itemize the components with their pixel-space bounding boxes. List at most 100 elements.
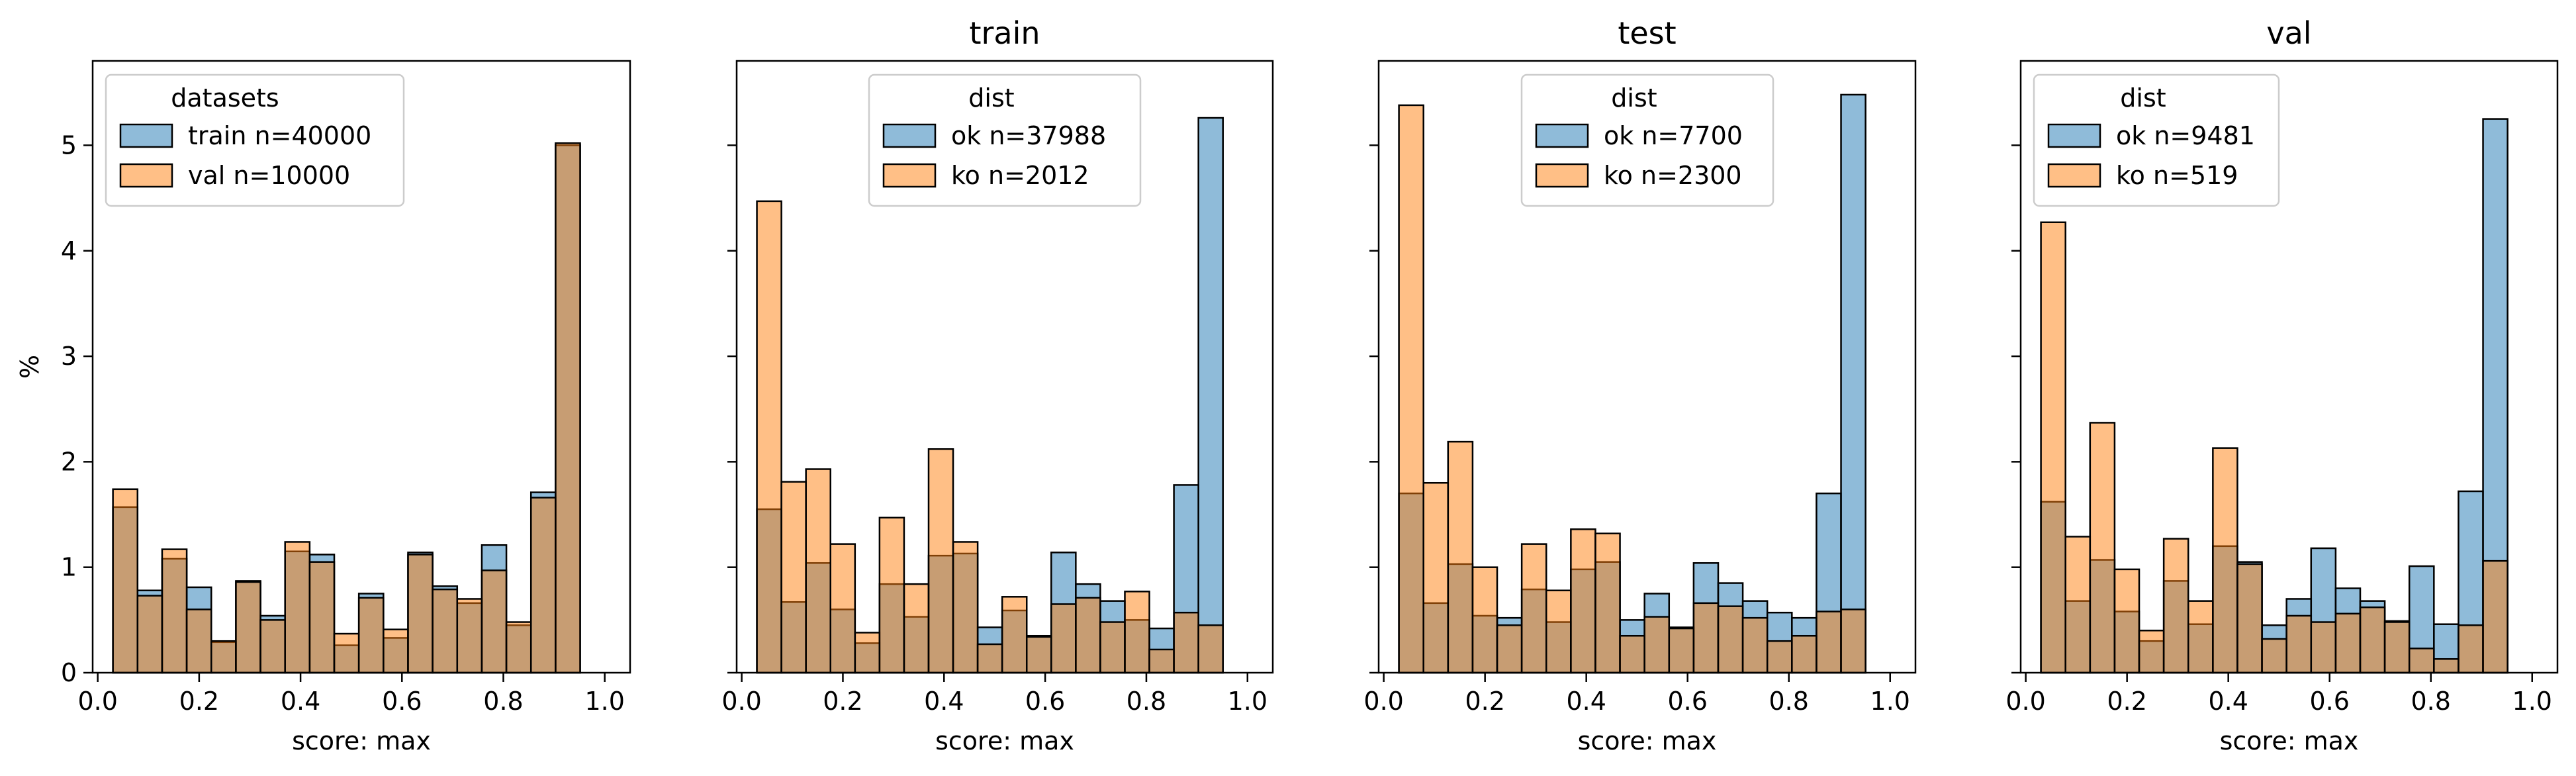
bar-series1-bin-19: [1840, 93, 1866, 674]
panel-title: train: [969, 15, 1040, 51]
bar-series2-bin-7: [2187, 600, 2214, 674]
bar-series2-bin-3: [805, 468, 832, 674]
bar-series2-bin-18: [529, 497, 557, 674]
x-tick-label: 0.2: [179, 687, 219, 716]
bar-series2-bin-13: [2334, 612, 2362, 674]
bar-series2-bin-11: [1643, 616, 1671, 674]
legend: dist ok n=37988 ko n=2012: [868, 73, 1142, 207]
bar-series2-bin-12: [2310, 621, 2337, 674]
y-tick-label: 2: [61, 447, 77, 476]
histogram-panel-4: 0.0 0.2 0.4 0.6 0.8 1.0 score: max val dist ok n=…: [2005, 15, 2559, 755]
y-tick-label: 3: [61, 342, 77, 371]
bar-series2-bin-19: [1197, 624, 1224, 674]
legend-swatch-1: [882, 123, 937, 148]
x-tick-label: 0.6: [2309, 687, 2349, 716]
bar-series2-bin-13: [1692, 602, 1720, 674]
bar-series2-bin-16: [1124, 591, 1150, 674]
bar-series1-bin-19: [1197, 117, 1224, 674]
panel-title: test: [1618, 15, 1676, 51]
legend-title: dist: [1611, 83, 1657, 113]
x-tick-label: 0.0: [2005, 687, 2045, 716]
x-tick-label: 1.0: [1870, 687, 1910, 716]
bar-series2-bin-10: [2261, 638, 2287, 674]
bar-series2-bin-19: [555, 142, 581, 674]
panel-title: val: [2266, 15, 2311, 51]
x-tick-label: 0.6: [382, 687, 422, 716]
histogram-panel-2: 0.0 0.2 0.4 0.6 0.8 1.0 score: max train dist ok …: [721, 15, 1274, 755]
histogram-panel-3: 0.0 0.2 0.4 0.6 0.8 1.0 score: max test dist ok n…: [1363, 15, 1917, 755]
bar-series2-bin-17: [1148, 648, 1175, 674]
bar-series2-bin-12: [1025, 636, 1052, 674]
x-tick-label: 0.8: [1127, 687, 1166, 716]
bar-series2-bin-3: [2089, 422, 2116, 674]
x-tick-label: 0.0: [77, 687, 117, 716]
bar-series2-bin-14: [2359, 606, 2386, 674]
bar-series2-bin-1: [112, 488, 139, 674]
bar-series2-bin-2: [2064, 536, 2092, 674]
bar-series2-bin-17: [2433, 658, 2460, 674]
bar-series2-bin-4: [1471, 566, 1498, 674]
histogram-panel-1: 0.0 0.2 0.4 0.6 0.8 1.0 0 1 2 3 4 5 score: max% datas…: [15, 60, 631, 755]
bar-series2-bin-8: [1570, 528, 1596, 674]
bar-series2-bin-5: [210, 640, 237, 674]
x-axis-label: score: max: [2220, 726, 2359, 755]
legend-entry-1: ok n=37988: [951, 121, 1106, 150]
bar-series2-bin-13: [1050, 603, 1077, 674]
bar-series2-bin-13: [407, 554, 434, 674]
x-tick-label: 0.4: [281, 687, 320, 716]
bar-series2-bin-15: [456, 598, 483, 674]
bar-series2-bin-10: [1619, 634, 1645, 674]
legend-entry-2: ko n=2012: [951, 161, 1089, 190]
plot-frame: [735, 60, 1274, 674]
bar-series2-bin-6: [878, 516, 905, 674]
x-tick-label: 1.0: [1228, 687, 1267, 716]
bar-series2-bin-14: [1075, 597, 1101, 674]
bar-series2-bin-10: [976, 643, 1003, 674]
x-axis-label: score: max: [292, 726, 431, 755]
x-tick-label: 1.0: [2512, 687, 2552, 716]
bar-series2-bin-3: [1447, 440, 1474, 674]
bar-series2-bin-1: [2040, 221, 2066, 674]
bar-series2-bin-4: [185, 608, 212, 674]
legend-entry-1: ok n=9481: [2116, 121, 2255, 150]
legend-entry-2: ko n=2300: [1604, 161, 1742, 190]
bar-series2-bin-15: [1741, 616, 1769, 674]
bar-series2-bin-19: [2482, 559, 2508, 674]
bar-series2-bin-2: [780, 481, 807, 674]
x-tick-label: 0.0: [721, 687, 761, 716]
y-tick-label: 4: [61, 236, 77, 266]
bar-series2-bin-1: [1398, 104, 1424, 674]
legend-title: datasets: [171, 83, 279, 113]
bar-series2-bin-8: [284, 541, 311, 674]
legend: datasets train n=40000 val n=10000: [105, 73, 405, 207]
bar-series2-bin-5: [854, 632, 881, 674]
plot-frame: [1377, 60, 1917, 674]
x-tick-label: 0.8: [483, 687, 523, 716]
legend-swatch-1: [1535, 123, 1589, 148]
legend-swatch-1: [2047, 123, 2101, 148]
legend: dist ok n=9481 ko n=519: [2033, 73, 2280, 207]
bar-series2-bin-8: [2212, 447, 2238, 674]
x-axis-label: score: max: [1578, 726, 1717, 755]
bar-series2-bin-16: [1766, 640, 1793, 674]
x-tick-label: 0.4: [1566, 687, 1606, 716]
bar-series2-bin-8: [927, 448, 954, 674]
bar-series2-bin-15: [1099, 621, 1126, 674]
bar-series2-bin-9: [2236, 563, 2263, 674]
bar-series2-bin-6: [235, 581, 261, 674]
bar-series2-bin-15: [2383, 621, 2411, 674]
bar-series2-bin-4: [2113, 568, 2140, 674]
bar-series2-bin-6: [1520, 543, 1547, 674]
legend: dist ok n=7700 ko n=2300: [1520, 73, 1774, 207]
x-tick-label: 0.2: [2107, 687, 2146, 716]
bar-series2-bin-7: [1545, 589, 1572, 674]
x-tick-label: 1.0: [584, 687, 624, 716]
bar-series2-bin-10: [333, 632, 360, 674]
bar-series2-bin-7: [903, 583, 930, 674]
x-tick-label: 0.8: [2411, 687, 2451, 716]
bar-series2-bin-17: [505, 621, 532, 674]
x-tick-label: 0.2: [1465, 687, 1504, 716]
plot-frame: [91, 60, 631, 674]
legend-entry-2: ko n=519: [2116, 161, 2238, 190]
